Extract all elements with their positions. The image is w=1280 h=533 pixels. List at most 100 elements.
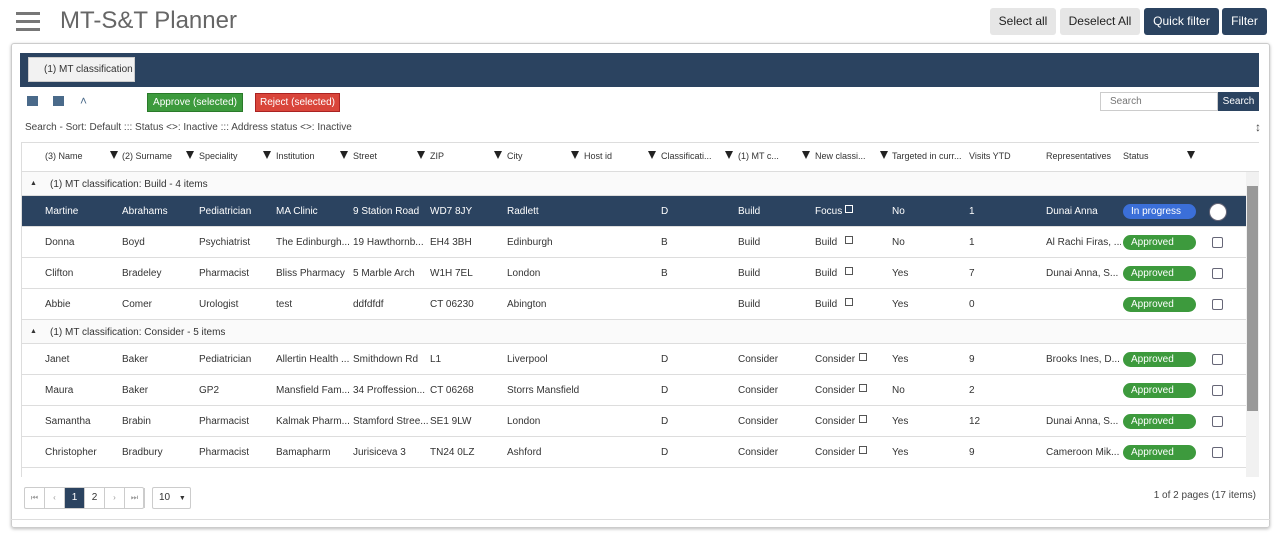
scrollbar[interactable] <box>1246 172 1259 477</box>
table-cell: Storrs Mansfield <box>507 385 580 396</box>
status-badge: In progress <box>1123 204 1196 219</box>
filter-icon[interactable] <box>1187 151 1195 159</box>
filter-icon[interactable] <box>880 151 888 159</box>
row-checkbox[interactable] <box>1212 268 1223 279</box>
app-title: MT-S&T Planner <box>60 7 237 34</box>
select-all-button[interactable]: Select all <box>990 8 1056 35</box>
pager-nav[interactable]: ⏮ <box>25 488 45 508</box>
edit-icon[interactable] <box>845 205 853 213</box>
export-icon[interactable] <box>27 96 38 106</box>
export-icon[interactable] <box>53 96 64 106</box>
deselect-all-button[interactable]: Deselect All <box>1060 8 1140 35</box>
row-checkbox[interactable] <box>1212 447 1223 458</box>
group-row <box>22 320 1246 344</box>
search-button[interactable]: Search <box>1218 92 1259 111</box>
reject-button[interactable]: Reject (selected) <box>255 93 340 112</box>
table-cell: Consider <box>738 385 779 396</box>
edit-icon[interactable] <box>859 384 867 392</box>
table-row[interactable] <box>22 406 1246 437</box>
table-cell: Martine <box>45 206 79 217</box>
table-cell: Abington <box>507 299 547 310</box>
table-row[interactable] <box>22 437 1246 468</box>
table-cell: WD7 8JY <box>430 206 473 217</box>
row-checkbox[interactable] <box>1209 203 1227 221</box>
table-row[interactable] <box>22 227 1246 258</box>
group-tab[interactable]: (1) MT classification <box>28 57 135 82</box>
table-row[interactable] <box>22 289 1246 320</box>
table-row[interactable] <box>22 344 1246 375</box>
table-cell: Smithdown Rd <box>353 354 419 365</box>
pager-nav[interactable]: › <box>105 488 125 508</box>
table-cell: ddfdfdf <box>353 299 384 310</box>
row-checkbox[interactable] <box>1212 237 1223 248</box>
filter-icon[interactable] <box>648 151 656 159</box>
table-cell: Pediatrician <box>199 354 252 365</box>
status-badge: Approved <box>1123 235 1196 250</box>
table-row[interactable] <box>22 375 1246 406</box>
filter-icon[interactable] <box>263 151 271 159</box>
sort-icon[interactable]: ↕ <box>1255 120 1261 134</box>
filter-icon[interactable] <box>417 151 425 159</box>
filter-icon[interactable] <box>186 151 194 159</box>
table-cell: Consider <box>815 354 856 365</box>
column-header: (2) Surname <box>122 151 173 161</box>
table-cell: 9 <box>969 354 975 365</box>
filter-icon[interactable] <box>802 151 810 159</box>
quick-filter-button[interactable]: Quick filter <box>1144 8 1219 35</box>
edit-icon[interactable] <box>859 446 867 454</box>
table-cell: No <box>892 206 905 217</box>
table-cell: Allertin Health ... <box>276 354 350 365</box>
edit-icon[interactable] <box>859 415 867 423</box>
table-cell: MA Clinic <box>276 206 318 217</box>
column-header: Classificati... <box>661 151 712 161</box>
filter-icon[interactable] <box>340 151 348 159</box>
row-checkbox[interactable] <box>1212 299 1223 310</box>
table-cell: Baker <box>122 385 149 396</box>
table-cell: Yes <box>892 354 909 365</box>
table-cell: Consider <box>738 447 779 458</box>
column-header: Street <box>353 151 378 161</box>
table-cell: D <box>661 206 669 217</box>
status-badge: Approved <box>1123 352 1196 367</box>
edit-icon[interactable] <box>845 236 853 244</box>
approve-button[interactable]: Approve (selected) <box>147 93 243 112</box>
table-cell: Abrahams <box>122 206 168 217</box>
edit-icon[interactable] <box>845 298 853 306</box>
page-size-select[interactable]: 10 ▼ <box>152 487 191 509</box>
filter-icon[interactable] <box>725 151 733 159</box>
collapse-icon[interactable]: ▲ <box>30 180 37 187</box>
edit-icon[interactable] <box>859 353 867 361</box>
pager-nav[interactable]: ⏭ <box>125 488 145 508</box>
filter-icon[interactable] <box>571 151 579 159</box>
table-row[interactable] <box>22 258 1246 289</box>
column-header: Institution <box>276 151 315 161</box>
table-row <box>22 468 1246 477</box>
table-cell: Dunai Anna, S... <box>1046 416 1119 427</box>
table-cell: The Edinburgh... <box>276 237 350 248</box>
menu-icon[interactable] <box>16 12 40 32</box>
filter-icon[interactable] <box>110 151 118 159</box>
table-cell: Baker <box>122 354 149 365</box>
filter-button[interactable]: Filter <box>1222 8 1267 35</box>
row-checkbox[interactable] <box>1212 416 1223 427</box>
pager-nav[interactable]: ‹ <box>45 488 65 508</box>
filter-icon[interactable] <box>494 151 502 159</box>
edit-icon[interactable] <box>845 267 853 275</box>
table-cell: test <box>276 299 293 310</box>
table-cell: Al Rachi Firas, ... <box>1046 237 1121 248</box>
column-header: Speciality <box>199 151 238 161</box>
row-checkbox[interactable] <box>1212 354 1223 365</box>
table-cell: London <box>507 416 541 427</box>
table-cell: Boyd <box>122 237 145 248</box>
page-button[interactable]: 1 <box>65 488 85 508</box>
search-input[interactable] <box>1100 92 1218 111</box>
pdf-icon[interactable]: ˄ <box>80 94 88 108</box>
page-button[interactable]: 2 <box>85 488 105 508</box>
table-row[interactable] <box>22 196 1246 227</box>
row-checkbox[interactable] <box>1212 385 1223 396</box>
table-cell: 1 <box>969 237 975 248</box>
table-cell: 19 Hawthornb... <box>353 237 424 248</box>
table-cell: Yes <box>892 299 909 310</box>
collapse-icon[interactable]: ▲ <box>30 328 37 335</box>
